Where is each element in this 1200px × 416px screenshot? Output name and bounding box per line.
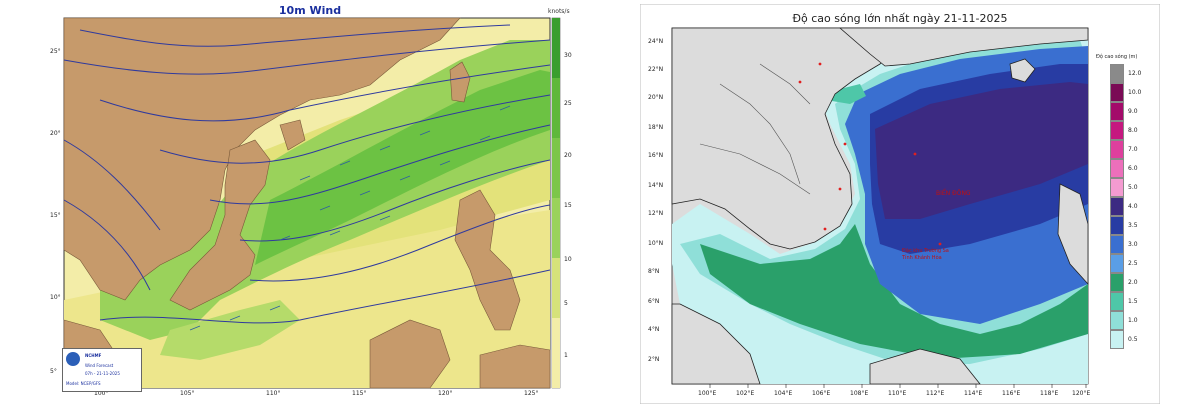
lat-label: 18°N [648,124,664,131]
legend-value: 2.5 [1128,260,1138,267]
lon-label: 112°E [926,390,945,397]
legend-swatch [1110,330,1124,349]
legend-swatch [1110,159,1124,178]
map-label-khanh-hoa: Tỉnh Khánh Hòa [902,255,942,261]
lon-label: 114°E [964,390,983,397]
lat-label: 16°N [648,152,664,159]
wind-map-panel: 10m Wind [40,0,580,400]
colorbar-tick: 20 [564,152,572,159]
colorbar-tick: 30 [564,52,572,59]
wave-map-panel: Độ cao sóng lớn nhất ngày 21-11-2025 BIỂ… [640,4,1160,404]
lat-label: 14°N [648,182,664,189]
colorbar-tick: 5 [564,300,568,307]
lon-label: 105° [180,390,195,397]
lon-label: 108°E [850,390,869,397]
colorbar-tick: 10 [564,256,572,263]
legend-value: 2.0 [1128,279,1138,286]
lon-label: 110° [266,390,281,397]
lat-label: 20° [50,130,61,137]
legend-value: 5.0 [1128,184,1138,191]
wave-map-title: Độ cao sóng lớn nhất ngày 21-11-2025 [792,12,1008,25]
lon-label: 102°E [736,390,755,397]
colorbar-unit: knots/s [548,8,570,15]
colorbar-tick: 1 [564,352,568,359]
legend-swatch [1110,102,1124,121]
legend-swatch [1110,273,1124,292]
lat-label: 22°N [648,66,664,73]
lon-label: 106°E [812,390,831,397]
legend-swatch [1110,64,1124,83]
logo-line: Model: NCEP/GFS [66,381,101,386]
lat-label: 12°N [648,210,664,217]
wind-map [63,17,561,389]
logo-line: Wind Forecast [85,363,114,368]
lat-label: 25° [50,48,61,55]
lat-label: 4°N [648,326,660,333]
lon-label: 104°E [774,390,793,397]
lat-label: 2°N [648,356,660,363]
legend-value: 0.5 [1128,336,1138,343]
forecast-logo-box: NCHMF Wind Forecast 07h - 21-11-2025 Mod… [62,348,142,392]
legend-value: 7.0 [1128,146,1138,153]
lon-label: 120°E [1072,390,1091,397]
lat-label: 24°N [648,38,664,45]
wave-legend: 12.0 10.0 9.0 8.0 7.0 6.0 5.0 4.0 3.5 3.0 2.5 2.0 1.… [1110,64,1160,364]
legend-value: 12.0 [1128,70,1142,77]
lon-label: 125° [524,390,539,397]
logo-line: 07h - 21-11-2025 [85,371,120,376]
logo-line: NCHMF [85,353,102,358]
legend-value: 9.0 [1128,108,1138,115]
legend-value: 10.0 [1128,89,1142,96]
legend-swatch [1110,254,1124,273]
legend-swatch [1110,197,1124,216]
map-label-bien-dong: BIỂN ĐÔNG [936,190,971,197]
lat-label: 15° [50,212,61,219]
lat-label: 10° [50,294,61,301]
lat-label: 6°N [648,298,660,305]
legend-swatch [1110,292,1124,311]
map-label-truong-sa: Đặc khu Trường Sa [902,248,949,254]
lon-label: 115° [352,390,367,397]
legend-value: 3.0 [1128,241,1138,248]
legend-value: 8.0 [1128,127,1138,134]
lat-label: 5° [50,368,57,375]
lat-label: 10°N [648,240,664,247]
legend-value: 3.5 [1128,222,1138,229]
legend-value: 4.0 [1128,203,1138,210]
lon-label: 116°E [1002,390,1021,397]
lat-label: 20°N [648,94,664,101]
legend-value: 1.0 [1128,317,1138,324]
legend-swatch [1110,311,1124,330]
lon-label: 100° [94,390,109,397]
wave-map [640,4,1160,404]
nchmf-logo-icon [66,352,80,366]
lon-label: 110°E [888,390,907,397]
wave-legend-title: Độ cao sóng (m) [1096,54,1138,60]
legend-swatch [1110,178,1124,197]
legend-value: 1.5 [1128,298,1138,305]
legend-swatch [1110,140,1124,159]
legend-swatch [1110,216,1124,235]
legend-swatch [1110,235,1124,254]
lon-label: 100°E [698,390,717,397]
lon-label: 118°E [1040,390,1059,397]
lon-label: 120° [438,390,453,397]
legend-swatch [1110,83,1124,102]
wind-map-title: 10m Wind [278,4,342,17]
colorbar-tick: 15 [564,202,572,209]
colorbar-tick: 25 [564,100,572,107]
lat-label: 8°N [648,268,660,275]
legend-value: 6.0 [1128,165,1138,172]
legend-swatch [1110,121,1124,140]
